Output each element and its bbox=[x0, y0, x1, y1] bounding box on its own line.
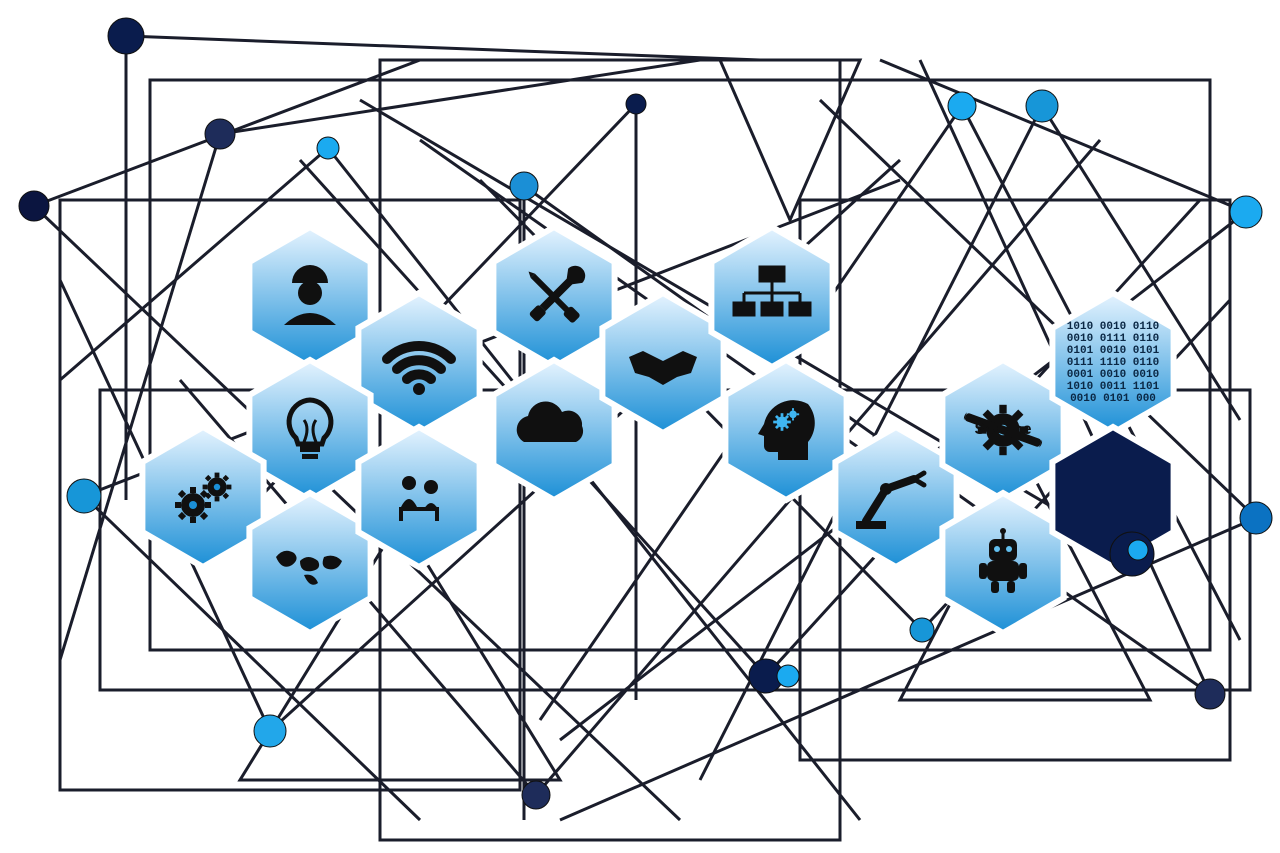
network-node bbox=[948, 92, 976, 120]
binary-line: 0101 0010 0101 bbox=[1067, 345, 1160, 357]
hex-worker bbox=[249, 227, 370, 367]
binary-line: 0010 0101 000 bbox=[1070, 393, 1156, 405]
network-node bbox=[1195, 679, 1225, 709]
network-node bbox=[108, 18, 144, 54]
network-node bbox=[1026, 90, 1058, 122]
binary-line: 0111 1110 0110 bbox=[1067, 357, 1159, 369]
diagram-canvas: Service 1010 0010 01100010 0111 01100101 … bbox=[0, 0, 1280, 853]
network-node bbox=[67, 479, 101, 513]
network-node bbox=[317, 137, 339, 159]
network-node bbox=[910, 618, 934, 642]
network-edges bbox=[34, 36, 1256, 820]
hex-org-chart bbox=[711, 227, 832, 367]
network-node bbox=[205, 119, 235, 149]
network-node bbox=[777, 665, 799, 687]
network-node bbox=[1128, 540, 1148, 560]
network-node bbox=[254, 715, 286, 747]
binary-line: 1010 0010 0110 bbox=[1067, 321, 1159, 333]
network-node bbox=[510, 172, 538, 200]
hex-world-map bbox=[249, 493, 370, 633]
hex-lightbulb bbox=[249, 360, 370, 500]
network-node bbox=[626, 94, 646, 114]
hex-thinking-head bbox=[725, 360, 846, 500]
hex-service-gear: Service bbox=[942, 360, 1063, 500]
binary-line: 0001 0010 0010 bbox=[1067, 369, 1159, 381]
hex-wifi bbox=[358, 293, 479, 433]
network-node bbox=[19, 191, 49, 221]
network-node bbox=[1240, 502, 1272, 534]
hexagon-cluster: Service 1010 0010 01100010 0111 01100101 … bbox=[142, 227, 1173, 633]
binary-line: 1010 0011 1101 bbox=[1067, 381, 1160, 393]
hex-robot bbox=[942, 493, 1063, 633]
network-node bbox=[1230, 196, 1262, 228]
hex-team bbox=[358, 427, 479, 567]
network-node bbox=[522, 781, 550, 809]
binary-line: 0010 0111 0110 bbox=[1067, 333, 1159, 345]
service-label: Service bbox=[975, 421, 1032, 438]
hex-tools bbox=[493, 227, 614, 367]
hex-gears bbox=[142, 427, 263, 567]
